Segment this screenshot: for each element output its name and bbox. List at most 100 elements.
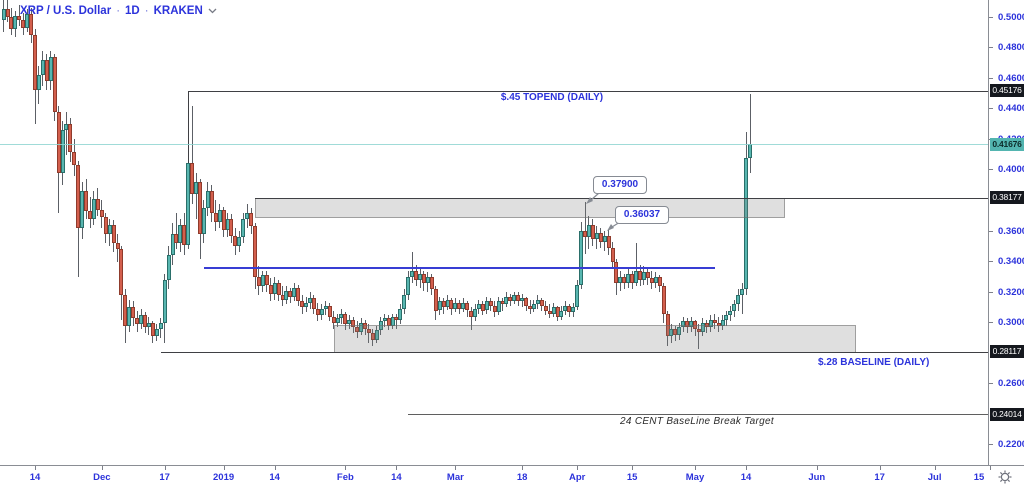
candle-body (547, 310, 552, 314)
candle-body (91, 198, 96, 219)
candle-body (36, 75, 41, 91)
candle-body (68, 124, 73, 152)
target-label[interactable]: 24 CENT BaseLine Break Target (620, 416, 774, 427)
resistance-line[interactable] (255, 197, 988, 199)
candle-body (622, 276, 627, 283)
candle-body (359, 322, 364, 332)
time-tick-mark (522, 466, 524, 470)
chart-pane[interactable]: $.45 TOPEND (DAILY) $.28 BASELINE (DAILY… (0, 0, 988, 465)
candle-body (158, 322, 163, 329)
candle-body (347, 319, 352, 325)
callout-37900-pointer-icon (586, 192, 600, 204)
price-tick-mark (989, 47, 993, 49)
candle-body (382, 318, 387, 322)
time-tick-mark (35, 466, 37, 470)
target-line[interactable] (408, 414, 988, 416)
candle-body (445, 299, 450, 308)
candle-body (76, 165, 81, 228)
exchange-label[interactable]: KRAKEN (153, 5, 203, 17)
candle-body (335, 318, 340, 323)
price-tick-label: 0.48000 (998, 42, 1024, 54)
candle-body (394, 316, 399, 320)
candle-body (567, 305, 572, 313)
candle-body (579, 231, 584, 285)
candle-body (29, 14, 34, 36)
candle-body (669, 328, 674, 337)
current-price-line (0, 144, 988, 146)
callout-36037-box[interactable]: 0.36037 (615, 206, 669, 224)
candle-body (131, 307, 136, 319)
time-tick-label: 14 (740, 472, 752, 483)
candle-body (315, 308, 320, 316)
symbol-name[interactable]: XRP / U.S. Dollar (20, 5, 112, 17)
candle-body (182, 224, 187, 245)
time-tick-mark (816, 466, 818, 470)
candle-body (700, 322, 705, 332)
candle-body (602, 235, 607, 242)
candle-body (268, 284, 273, 294)
candle-body (233, 235, 238, 247)
candle-body (95, 198, 100, 210)
price-axis[interactable]: 0.500000.480000.460000.440000.420000.400… (988, 0, 1024, 465)
candle-body (178, 224, 183, 244)
time-tick-mark (879, 466, 881, 470)
candle-body (488, 301, 493, 306)
candle-wick (470, 307, 472, 331)
candle-body (33, 35, 38, 91)
candle-body (331, 316, 336, 323)
price-line-badge: 0.38177 (990, 191, 1024, 205)
gear-icon[interactable] (998, 470, 1012, 484)
candle-body (641, 272, 646, 280)
candle-body (618, 276, 623, 283)
candle-body (590, 224, 595, 239)
candle-body (531, 304, 536, 309)
candle-body (139, 315, 144, 325)
candle-body (56, 111, 61, 173)
candle-wick (395, 313, 397, 329)
candle-body (583, 231, 587, 238)
candle-body (410, 270, 415, 277)
candle-body (425, 276, 430, 283)
candle-body (469, 310, 474, 317)
time-tick-label: 17 (874, 472, 885, 483)
candle-body (649, 278, 654, 283)
time-tick-mark (455, 466, 457, 470)
mid-range-line[interactable] (203, 267, 715, 270)
interval-label[interactable]: 1D (125, 5, 140, 17)
candle-wick (635, 243, 637, 287)
price-tick-label: 0.44000 (998, 103, 1024, 115)
candle-body (441, 301, 446, 308)
symbol-legend[interactable]: XRP / U.S. Dollar · 1D · KRAKEN (20, 5, 217, 17)
baseline-line[interactable] (160, 351, 988, 353)
candle-body (170, 234, 175, 256)
demand-zone[interactable] (333, 325, 857, 353)
candle-body (406, 276, 411, 296)
candle-body (209, 191, 214, 213)
time-tick-mark (577, 466, 579, 470)
candle-body (225, 218, 230, 230)
topend-line[interactable] (188, 90, 988, 92)
chevron-down-icon[interactable] (208, 8, 217, 14)
price-tick-label: 0.46000 (998, 72, 1024, 84)
time-axis[interactable]: 14 Dec 17 2019 14 Feb 14 Mar 18 Apr 15 May 14 Jun 17 Ju… (0, 465, 1024, 487)
candle-body (465, 302, 470, 311)
callout-37900-box[interactable]: 0.37900 (593, 176, 647, 194)
candle-body (414, 270, 419, 280)
price-tick-label: 0.34000 (998, 256, 1024, 268)
price-tick-label: 0.22000 (998, 439, 1024, 451)
candle-wick (502, 298, 503, 311)
topend-label[interactable]: $.45 TOPEND (DAILY) (500, 92, 604, 103)
supply-zone[interactable] (255, 197, 786, 218)
candle-body (645, 272, 650, 279)
candle-wick (749, 94, 751, 173)
candle-body (276, 283, 281, 296)
candle-body (280, 295, 285, 300)
time-tick-label: 15 (626, 472, 638, 483)
candle-body (44, 59, 49, 82)
topend-anchor-line[interactable] (188, 90, 190, 164)
candle-body (194, 182, 199, 195)
candle-body (402, 295, 407, 309)
baseline-label[interactable]: $.28 BASELINE (DAILY) (818, 357, 930, 368)
candle-body (107, 224, 112, 235)
price-tick-mark (989, 169, 993, 171)
